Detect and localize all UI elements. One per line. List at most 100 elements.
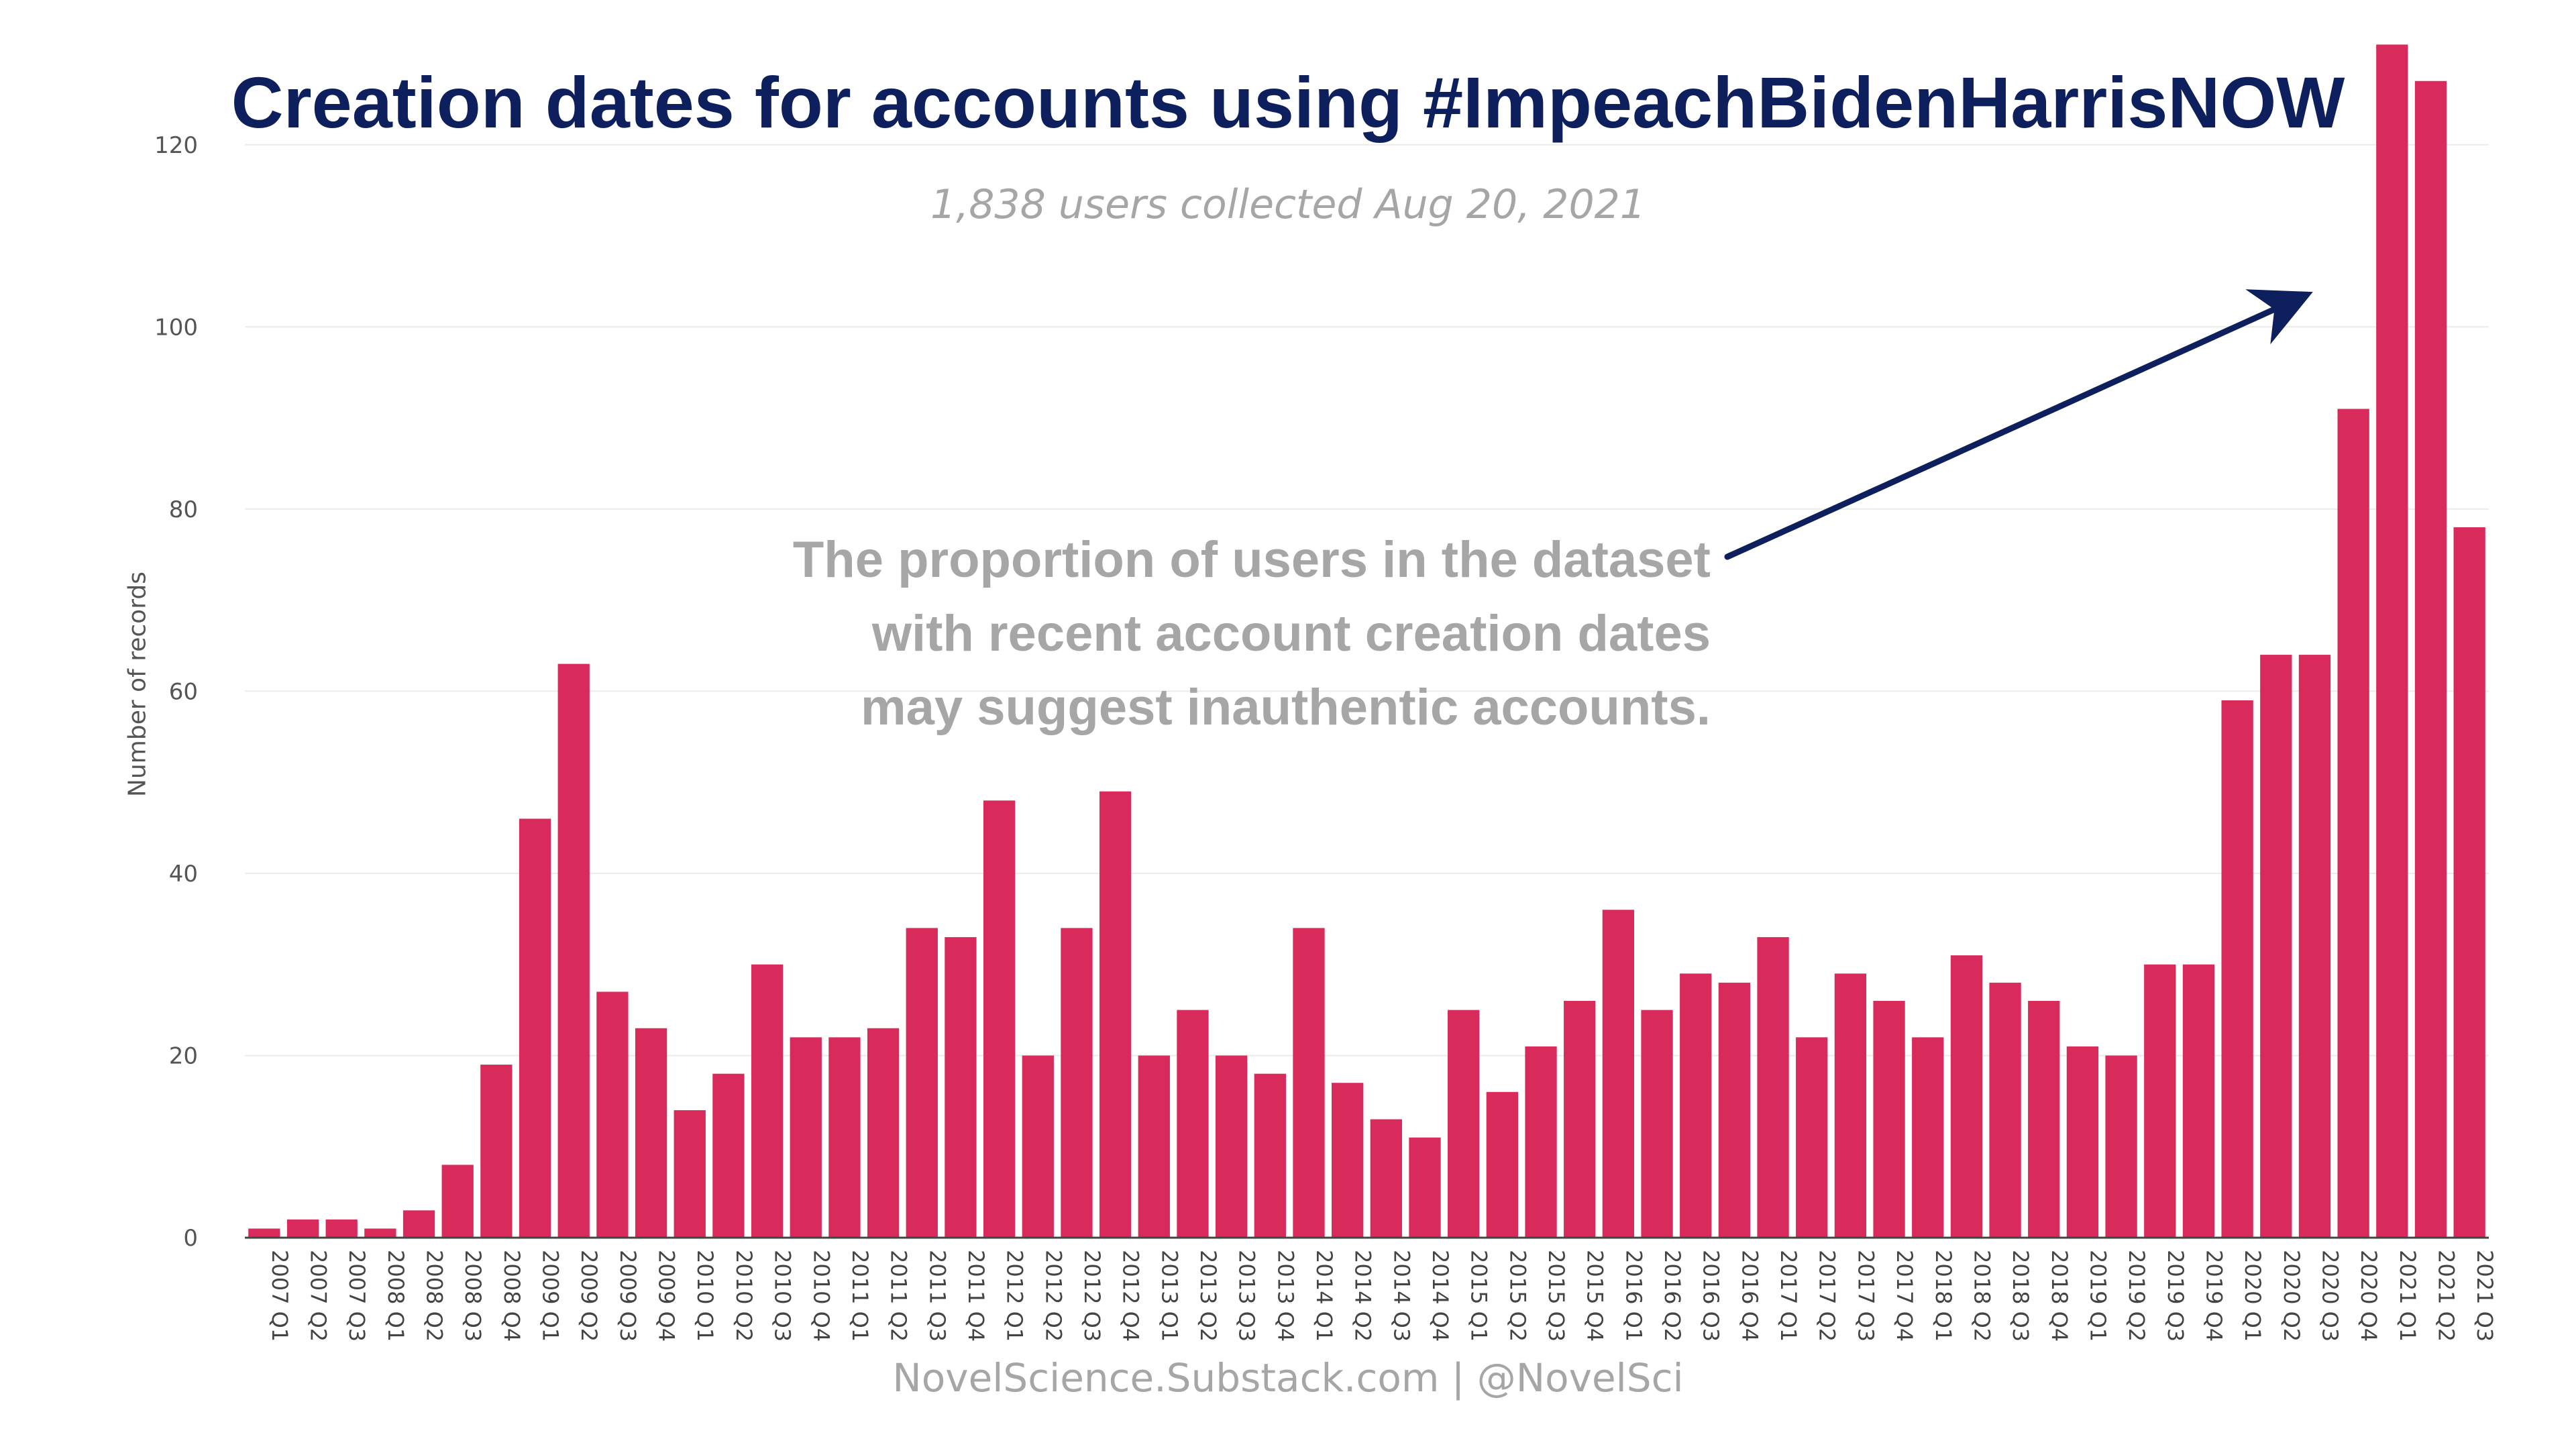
bar: [1061, 928, 1093, 1238]
bar: [286, 1219, 319, 1238]
x-tick-label: 2016 Q2: [1660, 1250, 1685, 1342]
bar: [790, 1037, 822, 1238]
bar: [441, 1165, 474, 1238]
x-tick-label: 2016 Q4: [1737, 1250, 1762, 1342]
bar: [1757, 936, 1789, 1238]
bar: [1216, 1055, 1248, 1238]
bar: [1564, 1001, 1596, 1238]
x-tick-label: 2021 Q1: [2395, 1250, 2420, 1342]
annotation-line: may suggest inauthentic accounts.: [861, 679, 1711, 736]
x-tick-label: 2017 Q4: [1892, 1250, 1917, 1342]
y-tick-label: 60: [169, 678, 198, 705]
x-tick-label: 2008 Q3: [460, 1250, 486, 1342]
x-tick-label: 2010 Q2: [731, 1250, 757, 1342]
x-tick-label: 2018 Q1: [1931, 1250, 1956, 1342]
bar: [983, 800, 1016, 1238]
bar: [1834, 973, 1867, 1238]
x-tick-label: 2019 Q1: [2085, 1250, 2110, 1342]
footer-credit: NovelScience.Substack.com | @NovelSci: [892, 1355, 1684, 1401]
bar: [1370, 1119, 1402, 1238]
bar: [1448, 1010, 1480, 1238]
x-tick-label: 2010 Q3: [770, 1250, 796, 1342]
bar: [906, 928, 938, 1238]
y-tick-label: 120: [154, 132, 198, 159]
x-tick-label: 2009 Q1: [538, 1250, 564, 1342]
x-tick-label: 2019 Q3: [2163, 1250, 2188, 1342]
bar: [2182, 964, 2215, 1238]
x-tick-label: 2007 Q1: [267, 1250, 292, 1342]
x-tick-label: 2010 Q1: [692, 1250, 718, 1342]
x-tick-label: 2012 Q4: [1118, 1250, 1144, 1342]
bar: [2453, 527, 2485, 1238]
y-tick-label: 100: [154, 314, 198, 341]
annotation-line: with recent account creation dates: [871, 605, 1711, 662]
x-tick-label: 2015 Q3: [1544, 1250, 1569, 1342]
x-tick-label: 2018 Q2: [1969, 1250, 1994, 1342]
chart-title: Creation dates for accounts using #Impea…: [231, 62, 2345, 143]
bar: [248, 1228, 280, 1238]
x-tick-label: 2014 Q1: [1311, 1250, 1337, 1342]
x-tick-label: 2020 Q2: [2279, 1250, 2304, 1342]
bar: [2298, 655, 2331, 1238]
x-tick-label: 2021 Q2: [2433, 1250, 2459, 1342]
bar: [2414, 80, 2447, 1238]
bar: [2260, 655, 2292, 1238]
x-tick-label: 2016 Q3: [1699, 1250, 1724, 1342]
bar: [1873, 1001, 1905, 1238]
bar: [1138, 1055, 1170, 1238]
x-tick-label: 2011 Q4: [963, 1250, 989, 1342]
bar: [1254, 1073, 1286, 1238]
y-tick-label: 20: [169, 1042, 198, 1069]
bar: [519, 818, 551, 1238]
x-tick-label: 2008 Q4: [499, 1250, 525, 1342]
bar: [751, 964, 784, 1238]
bar: [2144, 964, 2176, 1238]
bar: [1989, 982, 2021, 1238]
x-tick-label: 2017 Q2: [1815, 1250, 1840, 1342]
x-tick-label: 2009 Q3: [615, 1250, 641, 1342]
x-tick-label: 2021 Q3: [2472, 1250, 2498, 1342]
x-tick-label: 2015 Q1: [1466, 1250, 1492, 1342]
x-tick-label: 2008 Q2: [422, 1250, 447, 1342]
x-tick-label: 2014 Q4: [1428, 1250, 1453, 1342]
bar: [2337, 409, 2369, 1238]
bar: [2376, 44, 2408, 1238]
annotation-arrow: [1724, 289, 2313, 560]
bar: [1293, 928, 1325, 1238]
x-tick-label: 2015 Q2: [1505, 1250, 1530, 1342]
x-tick-label: 2020 Q4: [2356, 1250, 2381, 1342]
annotation-text: The proportion of users in the dataset w…: [793, 523, 1711, 745]
x-tick-label: 2013 Q4: [1273, 1250, 1298, 1342]
x-tick-label: 2011 Q2: [886, 1250, 912, 1342]
bar: [1486, 1091, 1518, 1238]
bar: [480, 1065, 513, 1238]
y-tick-label: 40: [169, 861, 198, 888]
bar: [557, 663, 590, 1238]
x-tick-label: 2007 Q2: [306, 1250, 331, 1342]
bar: [1602, 910, 1635, 1238]
bar: [828, 1037, 861, 1238]
bar: [2066, 1046, 2099, 1238]
bar: [2028, 1001, 2060, 1238]
bar: [674, 1110, 706, 1238]
x-tick-label: 2019 Q4: [2201, 1250, 2226, 1342]
x-tick-label: 2017 Q3: [1853, 1250, 1878, 1342]
bar: [1680, 973, 1712, 1238]
bar: [1177, 1010, 1209, 1238]
x-tick-label: 2010 Q4: [808, 1250, 834, 1342]
x-tick-label: 2012 Q3: [1079, 1250, 1105, 1342]
x-tick-label: 2017 Q1: [1776, 1250, 1801, 1342]
bar: [1332, 1083, 1364, 1238]
bar: [325, 1219, 358, 1238]
bar: [1409, 1137, 1441, 1238]
bar: [1641, 1010, 1673, 1238]
x-tick-label: 2018 Q3: [2008, 1250, 2033, 1342]
x-tick-label: 2012 Q1: [1002, 1250, 1028, 1342]
x-tick-label: 2013 Q1: [1157, 1250, 1182, 1342]
bar: [2105, 1055, 2137, 1238]
bar: [364, 1228, 396, 1238]
x-tick-label: 2011 Q1: [847, 1250, 873, 1342]
x-tick-label: 2008 Q1: [383, 1250, 409, 1342]
